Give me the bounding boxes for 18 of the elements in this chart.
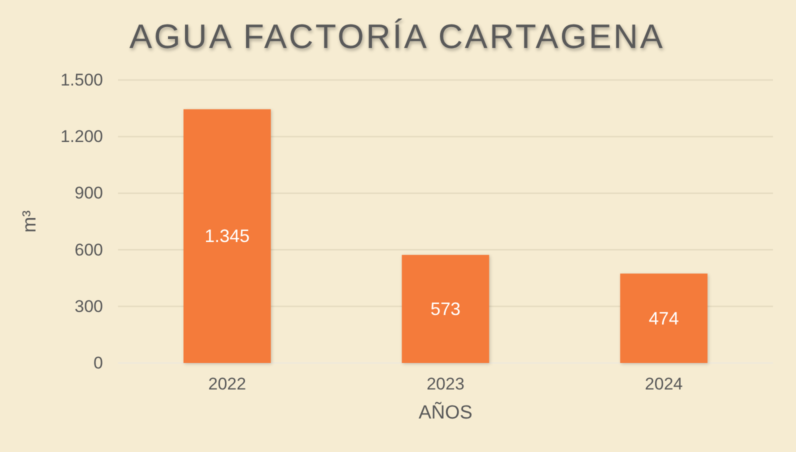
- bar: [184, 109, 271, 363]
- y-tick-label: 1.500: [60, 70, 103, 90]
- data-label: 573: [430, 298, 461, 319]
- y-axis-title: m³: [20, 210, 40, 233]
- y-tick-label: 300: [74, 296, 103, 316]
- data-label: 474: [648, 308, 679, 328]
- x-tick-label: 2024: [644, 374, 683, 394]
- y-tick-label: 0: [94, 354, 103, 372]
- chart-title: AGUA FACTORÍA CARTAGENA: [129, 18, 665, 56]
- bar: [620, 274, 708, 363]
- y-tick-label: 600: [74, 240, 103, 260]
- y-tick-label: 900: [74, 184, 103, 203]
- data-label: 1.345: [204, 226, 250, 246]
- x-axis-title: AÑOS: [418, 402, 472, 424]
- x-tick-label: 2022: [208, 374, 246, 394]
- bar: [402, 254, 490, 363]
- y-tick-label: 1.200: [60, 127, 103, 146]
- x-tick-label: 2023: [426, 374, 464, 394]
